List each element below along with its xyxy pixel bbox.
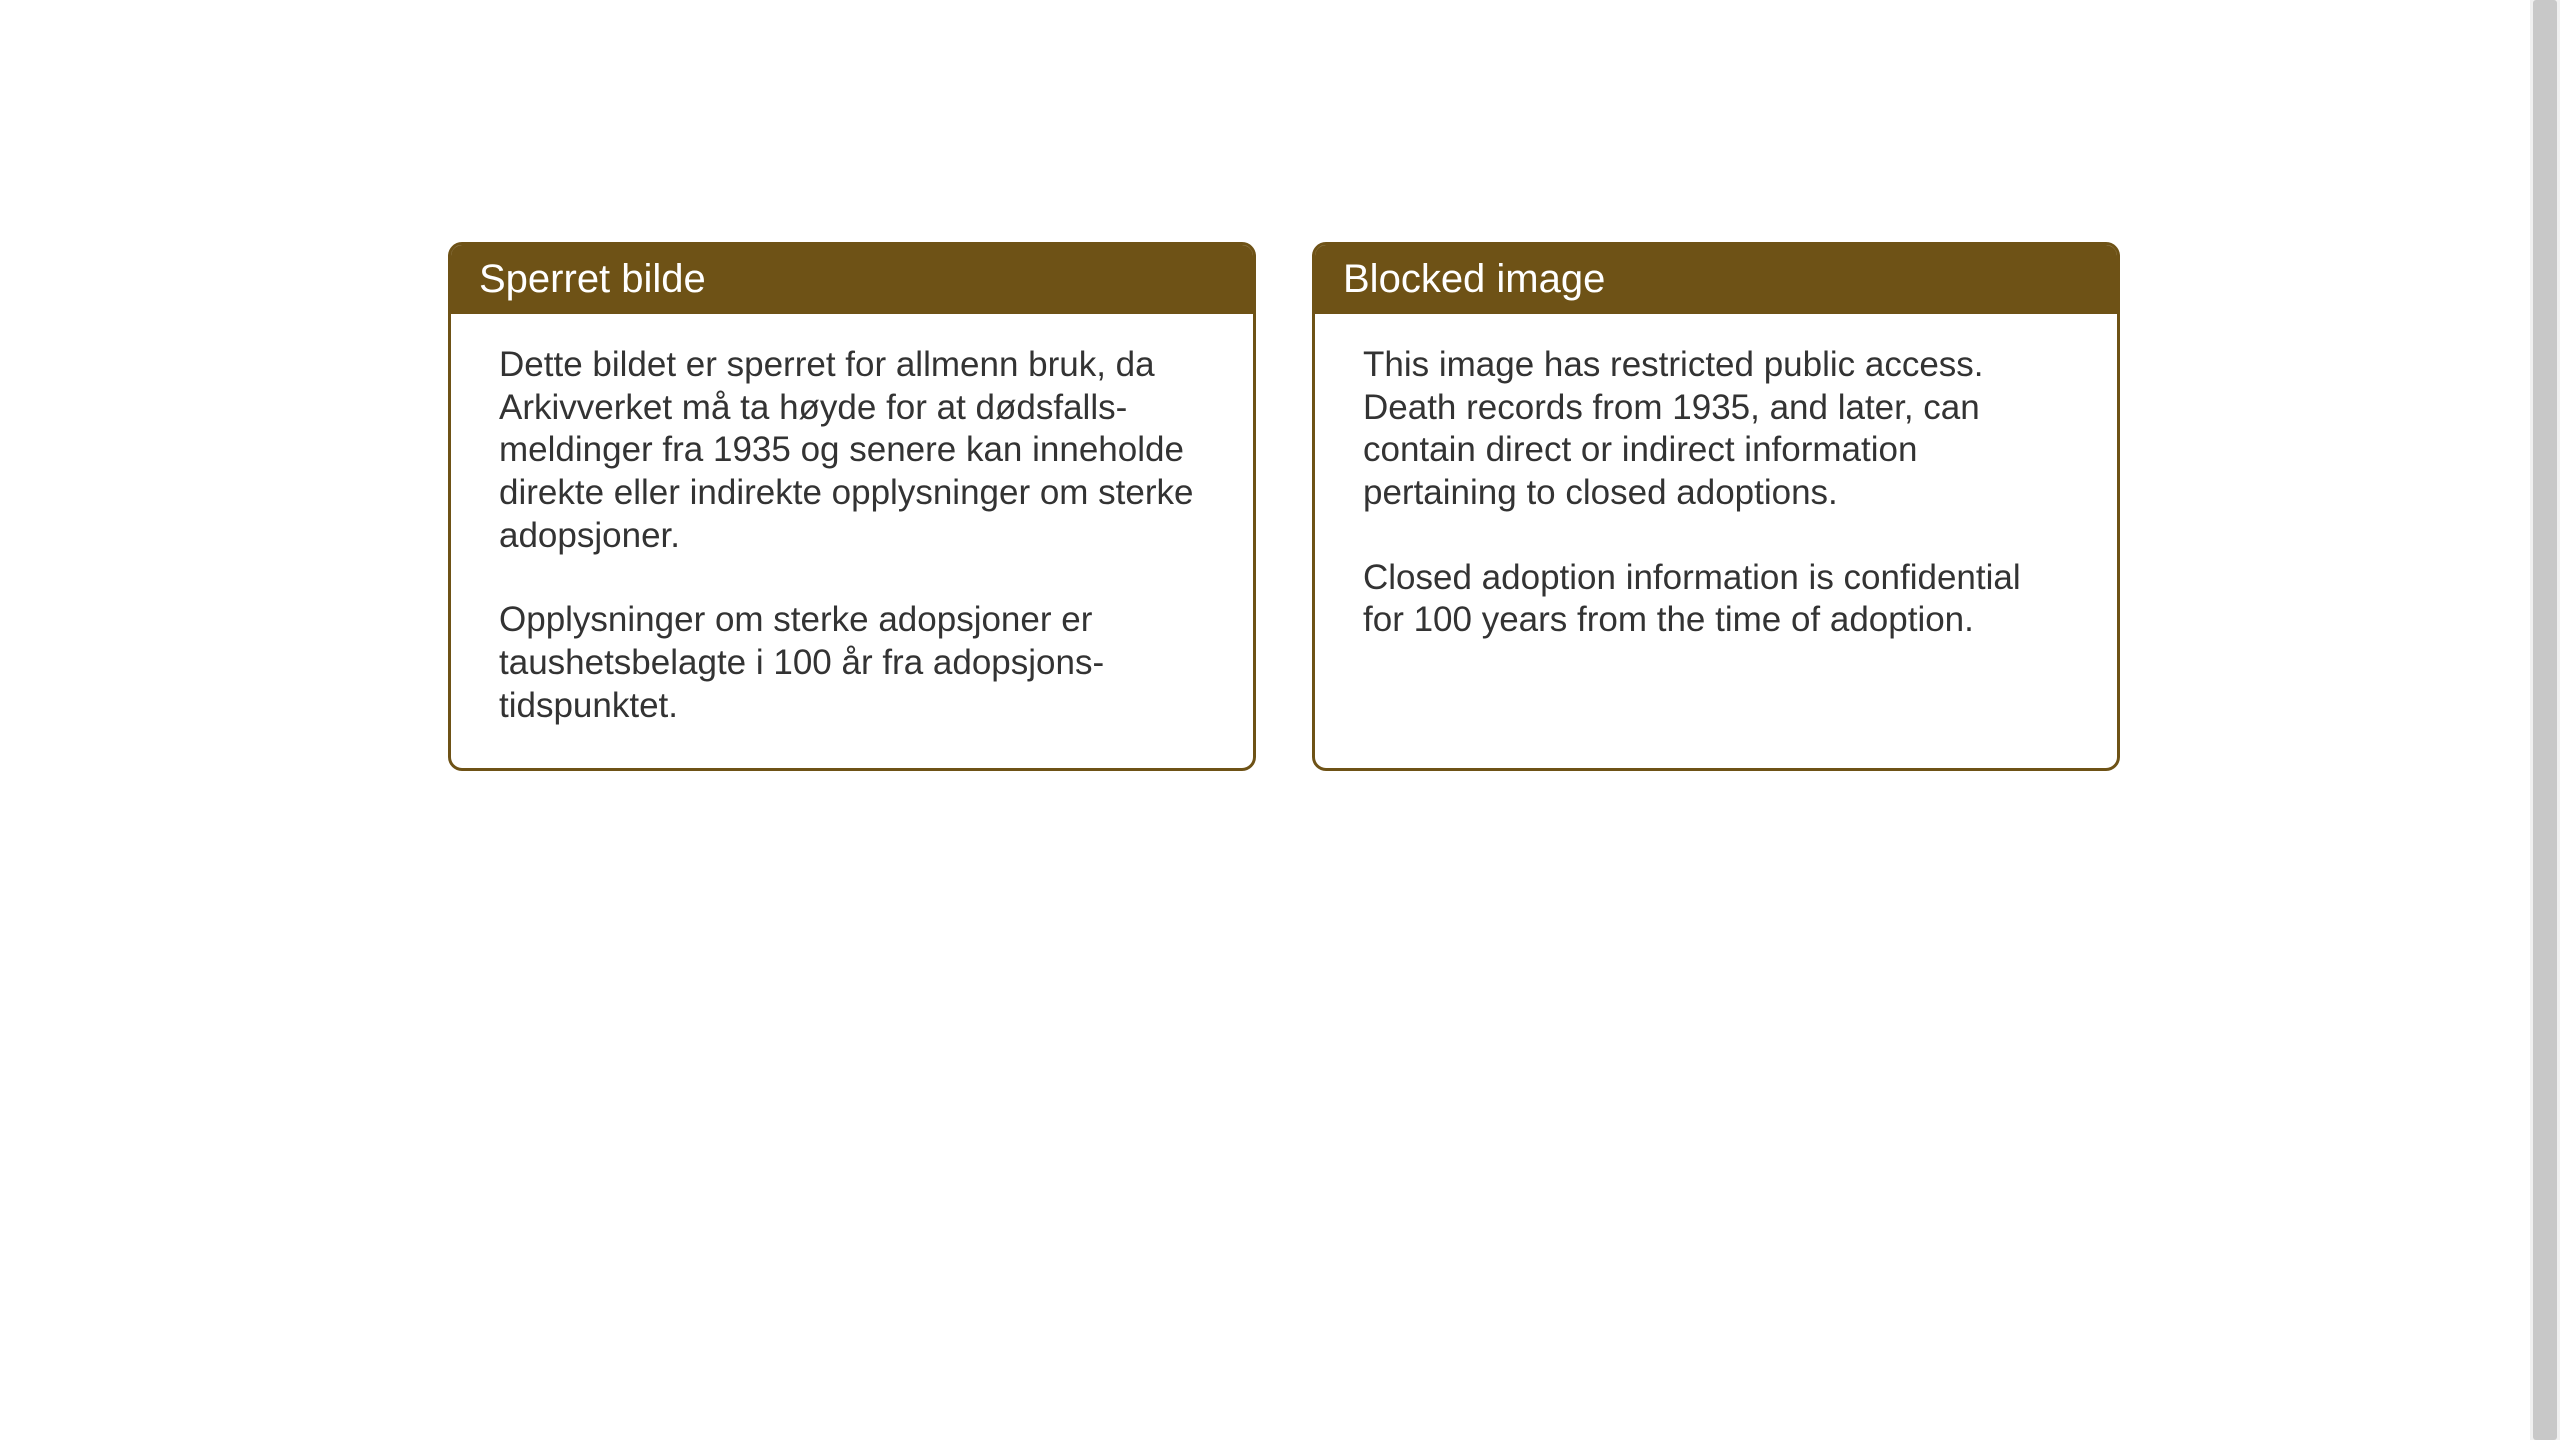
card-paragraph-norwegian-1: Dette bildet er sperret for allmenn bruk… [499,344,1205,557]
card-english: Blocked image This image has restricted … [1312,242,2120,771]
cards-container: Sperret bilde Dette bildet er sperret fo… [0,0,2560,771]
card-paragraph-english-1: This image has restricted public access.… [1363,344,2069,515]
card-body-english: This image has restricted public access.… [1315,314,2117,682]
scrollbar-thumb[interactable] [2533,0,2557,1440]
card-body-norwegian: Dette bildet er sperret for allmenn bruk… [451,314,1253,768]
card-paragraph-norwegian-2: Opplysninger om sterke adopsjoner er tau… [499,599,1205,727]
card-header-norwegian: Sperret bilde [451,245,1253,314]
card-norwegian: Sperret bilde Dette bildet er sperret fo… [448,242,1256,771]
card-paragraph-english-2: Closed adoption information is confident… [1363,557,2069,642]
scrollbar-track[interactable] [2530,0,2560,1440]
card-title-english: Blocked image [1343,257,1605,301]
card-title-norwegian: Sperret bilde [479,257,706,301]
card-header-english: Blocked image [1315,245,2117,314]
